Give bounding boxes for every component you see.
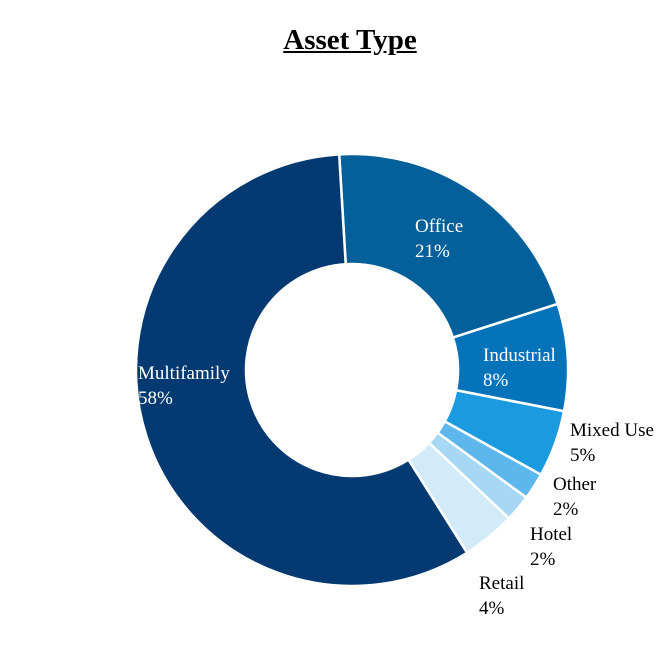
slice-label-hotel: Hotel — [530, 524, 572, 545]
slice-office — [337, 152, 560, 340]
slice-label-industrial: Industrial — [483, 345, 556, 366]
slice-label-office: Office — [415, 216, 463, 237]
slice-value-industrial: 8% — [483, 370, 509, 391]
slice-label-multifamily: Multifamily — [138, 363, 230, 384]
slice-label-mixed-use: Mixed Use — [570, 420, 654, 441]
slice-value-multifamily: 58% — [138, 388, 173, 409]
slice-value-hotel: 2% — [530, 549, 556, 570]
slice-label-other: Other — [553, 474, 597, 495]
slice-label-retail: Retail — [479, 573, 524, 594]
slice-value-retail: 4% — [479, 598, 505, 619]
slice-multifamily — [134, 153, 469, 588]
slice-value-office: 21% — [415, 241, 450, 262]
slice-value-other: 2% — [553, 499, 579, 520]
slice-value-mixed-use: 5% — [570, 445, 596, 466]
chart-title: Asset Type — [283, 24, 417, 56]
